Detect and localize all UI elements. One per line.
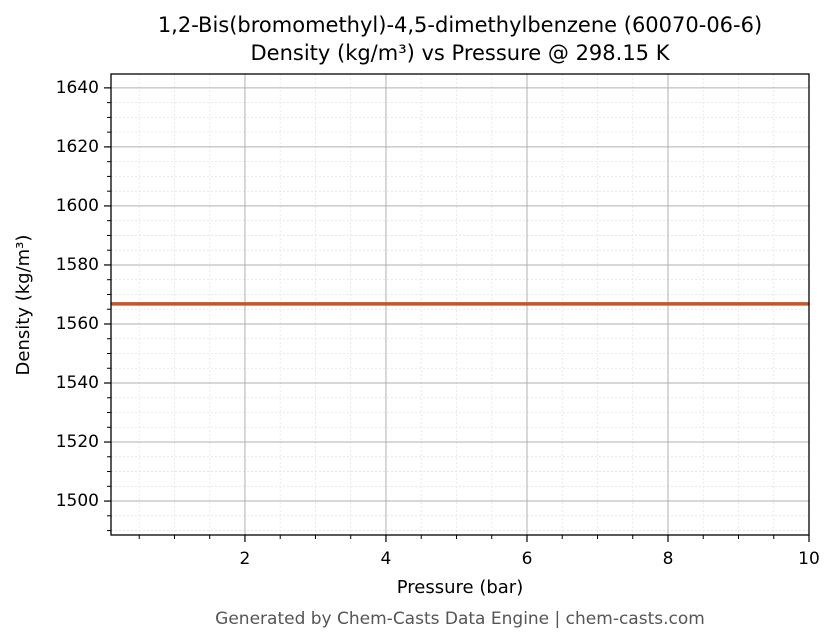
y-tick-label: 1560 xyxy=(56,314,99,334)
x-axis-label: Pressure (bar) xyxy=(397,577,523,598)
y-tick-label: 1580 xyxy=(56,255,99,275)
y-tick-label: 1600 xyxy=(56,196,99,216)
y-tick-label: 1540 xyxy=(56,373,99,393)
y-tick-label: 1500 xyxy=(56,491,99,511)
chart-title: 1,2-Bis(bromomethyl)-4,5-dimethylbenzene… xyxy=(158,13,762,37)
x-tick-label: 4 xyxy=(381,549,392,569)
x-tick-label: 8 xyxy=(663,549,674,569)
x-tick-label: 6 xyxy=(522,549,533,569)
x-tick-label: 2 xyxy=(240,549,251,569)
chart-subtitle: Density (kg/m³) vs Pressure @ 298.15 K xyxy=(250,41,670,65)
x-tick-label: 10 xyxy=(798,549,820,569)
y-tick-label: 1520 xyxy=(56,432,99,452)
y-tick-label: 1640 xyxy=(56,78,99,98)
plot-frame xyxy=(110,73,810,536)
y-axis-label: Density (kg/m³) xyxy=(13,235,34,376)
y-tick-label: 1620 xyxy=(56,137,99,157)
footer: Generated by Chem-Casts Data Engine | ch… xyxy=(215,609,705,629)
